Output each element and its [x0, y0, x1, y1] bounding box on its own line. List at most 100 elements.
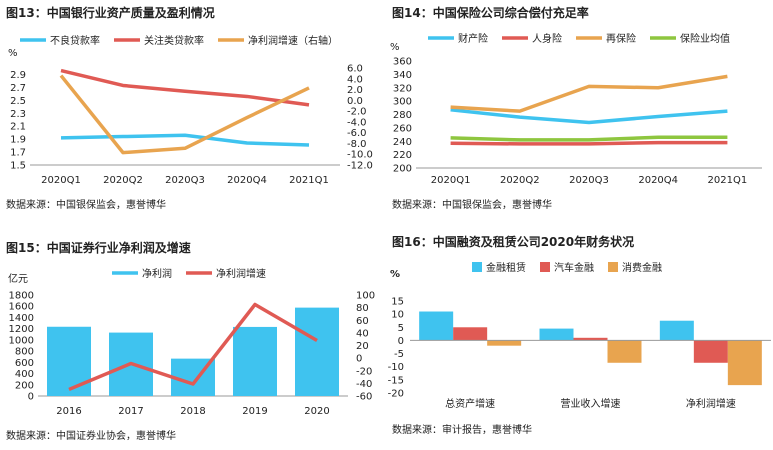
bar-汽车金融 [453, 327, 488, 341]
y2-tick-label: -4.0 [347, 117, 367, 128]
insurance-solvency-chart: % 财产险 人身险 再保险 保险业均值 200 220 240 260 280 300 320 340 3… [390, 32, 762, 186]
series-line-再保险 [450, 74, 728, 113]
series-line-财产险 [450, 108, 728, 125]
y-tick-label: 2.7 [10, 83, 26, 94]
y-tick-label: 2.3 [10, 109, 26, 120]
y-axis-unit: 亿元 [8, 272, 28, 285]
legend-label: 财产险 [458, 32, 488, 45]
x-tick-label: 2016 [56, 406, 81, 417]
y-tick-label: 2.9 [10, 70, 26, 81]
figure-source: 数据来源：中国证券业协会，惠誉博华 [6, 431, 176, 442]
y-tick-label: 280 [393, 110, 412, 121]
bar-消费金融 [607, 340, 642, 363]
x-tick-label: 2018 [180, 406, 205, 417]
y-tick-label: 5 [398, 323, 404, 334]
y-axis-unit: % [390, 42, 400, 53]
series-line-净利润增速 [68, 302, 318, 392]
y-tick-label: 600 [15, 358, 34, 369]
y-tick-label: 260 [393, 123, 412, 134]
legend-label: 净利润增速（右轴） [248, 34, 338, 47]
bar-金融租赁 [419, 311, 454, 341]
leasing-finance-chart: % 金融租赁 汽车金融 消费金融 -20 -15 -10 -5 0 5 10 15 总资产增速 营业收入增… [388, 261, 771, 410]
y2-tick-label: -60 [356, 392, 372, 403]
figure-16-panel: 图16：中国融资及租赁公司2020年财务状况 % 金融租赁 汽车金融 消费金融 -20 -… [386, 225, 773, 450]
y-tick-label: 340 [393, 70, 412, 81]
bank-asset-quality-chart: % 不良贷款率 关注类贷款率 净利润增速（右轴） 1.5 1.7 1.9 2.1 2.3 2.5 2… [8, 34, 373, 186]
legend-label: 再保险 [606, 32, 636, 45]
y2-tick-label: 40 [356, 328, 369, 339]
x-tick-label: 营业收入增速 [561, 397, 621, 410]
x-tick-label: 2020Q1 [41, 175, 81, 186]
bar-净利润 [47, 326, 91, 396]
securities-profit-chart: 亿元 净利润 净利润增速020040060080010001200140016001… [8, 267, 375, 417]
series-line-净利润增速（右轴） [59, 74, 310, 155]
y-tick-label: -20 [388, 389, 404, 400]
legend-label: 消费金融 [622, 261, 662, 274]
y-tick-label: 200 [15, 380, 34, 391]
series-line-关注类贷款率 [60, 68, 310, 107]
legend-label: 保险业均值 [680, 32, 730, 45]
figure-source: 数据来源：中国银保监会，惠誉博华 [6, 200, 166, 211]
legend-swatch [472, 262, 482, 272]
y2-tick-label: 20 [356, 341, 369, 352]
legend-swatch [540, 262, 550, 272]
legend-label: 人身险 [532, 32, 562, 45]
y-tick-label: 800 [15, 347, 34, 358]
x-tick-label: 2020Q4 [638, 175, 678, 186]
bar-金融租赁 [539, 328, 574, 341]
figure-14-panel: 图14：中国保险公司综合偿付充足率 % 财产险 人身险 再保险 保险业均值 200 220 2… [386, 0, 773, 225]
y-tick-label: 300 [393, 97, 412, 108]
y-tick-label: 0 [398, 336, 404, 347]
y2-tick-label: -2.0 [347, 107, 367, 118]
y-tick-label: 200 [393, 164, 412, 175]
figure-title: 图15：中国证券行业净利润及增速 [6, 241, 191, 255]
x-tick-label: 2019 [242, 406, 267, 417]
y-tick-label: 1400 [9, 313, 34, 324]
y-tick-label: 320 [393, 83, 412, 94]
figure-13-panel: 图13：中国银行业资产质量及盈利情况 % 不良贷款率 关注类贷款率 净利润增速（右轴）… [0, 0, 386, 225]
y-tick-label: 10 [391, 310, 404, 321]
y-axis-unit: % [390, 269, 400, 280]
x-tick-label: 2021Q1 [708, 175, 748, 186]
series-line-人身险 [450, 140, 728, 146]
x-tick-label: 2020Q2 [103, 175, 143, 186]
bar-金融租赁 [659, 320, 694, 341]
figure-source: 数据来源：审计报告，惠誉博华 [392, 425, 532, 436]
x-tick-label: 2017 [118, 406, 143, 417]
y2-tick-label: -6.0 [347, 128, 367, 139]
legend-label: 金融租赁 [486, 261, 526, 274]
y-tick-label: 1800 [9, 291, 34, 302]
x-tick-label: 净利润增速 [686, 397, 736, 410]
figure-source: 数据来源：中国银保监会，惠誉博华 [392, 200, 552, 211]
y-tick-label: -10 [388, 362, 404, 373]
y2-tick-label: -40 [356, 379, 372, 390]
y-tick-label: 1.9 [10, 135, 26, 146]
x-tick-label: 总资产增速 [445, 397, 495, 410]
bar-汽车金融 [573, 337, 608, 341]
legend-label: 净利润增速 [216, 267, 266, 280]
x-tick-label: 2020Q1 [431, 175, 471, 186]
figure-title: 图14：中国保险公司综合偿付充足率 [392, 6, 589, 20]
y2-tick-label: 0 [356, 354, 362, 365]
y2-tick-label: -10.0 [347, 150, 373, 161]
y-tick-label: 360 [393, 57, 412, 68]
figure-title: 图13：中国银行业资产质量及盈利情况 [6, 6, 215, 20]
y2-tick-label: 100 [356, 291, 375, 302]
y2-tick-label: 2.0 [347, 85, 363, 96]
y2-tick-label: 6.0 [347, 64, 363, 75]
y-tick-label: 240 [393, 137, 412, 148]
legend-swatch [608, 262, 618, 272]
figure-15-panel: 图15：中国证券行业净利润及增速 亿元 净利润 净利润增速 0 200 400 600 800… [0, 225, 386, 450]
y2-tick-label: 80 [356, 303, 369, 314]
x-tick-label: 2020 [304, 406, 329, 417]
bar-汽车金融 [693, 340, 728, 363]
y2-tick-label: -20 [356, 366, 372, 377]
y-tick-label: 2.1 [10, 122, 26, 133]
y2-tick-label: -8.0 [347, 139, 367, 150]
y-tick-label: 1200 [9, 324, 34, 335]
bar-净利润 [295, 307, 339, 396]
x-tick-label: 2020Q2 [500, 175, 540, 186]
y-tick-label: 220 [393, 150, 412, 161]
legend-label: 关注类贷款率 [144, 34, 204, 47]
series-line-不良贷款率 [60, 133, 310, 147]
